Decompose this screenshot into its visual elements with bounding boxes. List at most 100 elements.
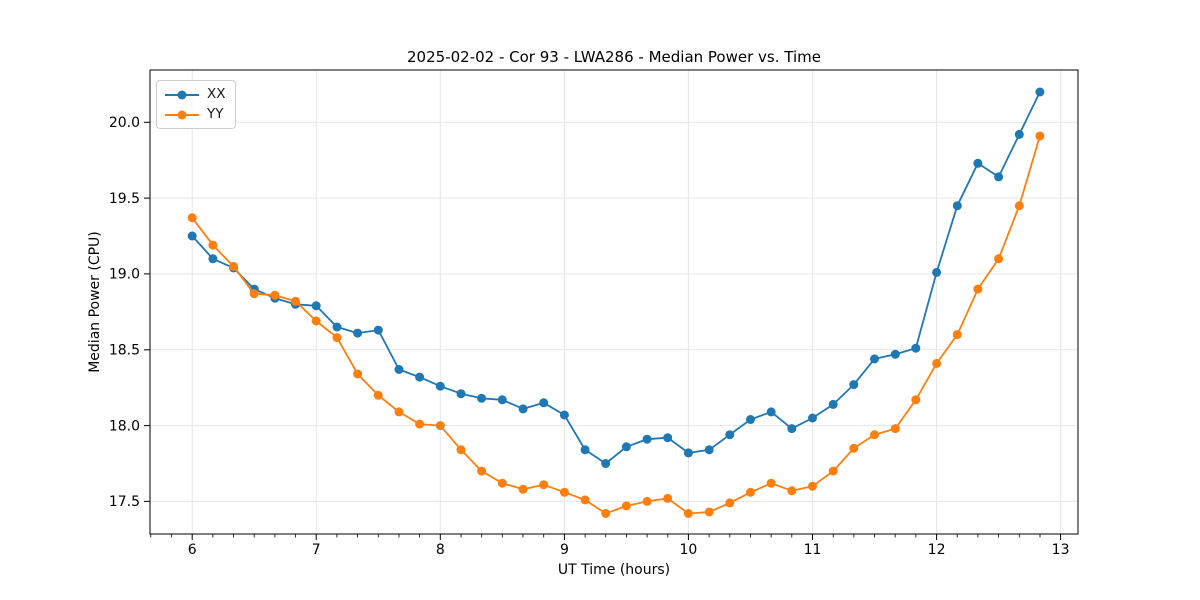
svg-text:9: 9	[560, 542, 569, 558]
data-point	[415, 419, 425, 429]
svg-text:12: 12	[928, 542, 946, 558]
data-point	[890, 349, 900, 359]
data-point	[932, 358, 942, 368]
svg-text:7: 7	[312, 542, 321, 558]
data-point	[973, 284, 983, 294]
data-point	[477, 466, 487, 476]
data-point	[849, 443, 859, 453]
data-point	[518, 404, 528, 414]
data-point	[1014, 129, 1024, 139]
svg-text:17.5: 17.5	[109, 494, 140, 510]
data-point	[601, 459, 611, 468]
data-point	[766, 407, 776, 417]
data-point	[1035, 131, 1045, 141]
data-point	[497, 395, 507, 405]
y-tick-labels: 17.5 18.0 18.5 19.0 19.5 20.0	[109, 115, 140, 510]
data-point	[663, 493, 673, 503]
data-point	[477, 393, 487, 403]
legend-label-yy: YY	[207, 106, 224, 122]
legend-label-xx: XX	[207, 86, 226, 102]
data-point	[642, 496, 652, 506]
series-XX	[187, 87, 1045, 468]
data-point	[1035, 87, 1045, 97]
data-point	[725, 430, 735, 440]
data-point	[332, 322, 342, 332]
data-point	[828, 399, 838, 409]
data-point	[518, 484, 528, 494]
data-point	[952, 330, 962, 340]
svg-text:13: 13	[1052, 542, 1070, 558]
data-point	[415, 372, 425, 382]
svg-text:19.0: 19.0	[109, 267, 140, 283]
axes-spines	[149, 69, 1079, 535]
svg-text:10: 10	[679, 542, 697, 558]
data-point	[828, 466, 838, 476]
data-point	[187, 231, 197, 241]
data-point	[311, 301, 321, 311]
svg-text:18.5: 18.5	[109, 343, 140, 359]
data-point	[911, 395, 921, 405]
y-axis-ticks	[144, 121, 150, 502]
data-point	[435, 381, 445, 391]
data-point	[559, 410, 569, 420]
data-point	[808, 481, 817, 491]
data-point	[291, 296, 300, 306]
x-axis-ticks	[191, 534, 1062, 540]
data-point	[994, 172, 1004, 182]
data-point	[601, 509, 611, 518]
data-point	[870, 430, 879, 440]
data-point	[497, 478, 507, 488]
data-point	[766, 478, 776, 488]
data-point	[787, 486, 797, 496]
data-point	[539, 480, 549, 490]
data-point	[435, 421, 445, 431]
svg-text:8: 8	[436, 542, 445, 558]
data-point	[704, 507, 714, 517]
data-point	[580, 495, 590, 505]
data-point	[683, 448, 693, 458]
data-point	[870, 354, 879, 364]
data-point	[725, 498, 735, 508]
legend-item-yy: YY	[164, 105, 226, 124]
svg-text:6: 6	[188, 542, 197, 558]
data-point	[808, 413, 817, 423]
svg-text:20.0: 20.0	[109, 115, 140, 131]
legend: XX YY	[156, 80, 236, 129]
svg-text:18.0: 18.0	[109, 418, 140, 434]
legend-line-marker-icon	[165, 90, 199, 99]
data-point	[353, 369, 363, 379]
data-point	[973, 158, 983, 168]
data-point	[663, 433, 673, 443]
data-point	[621, 501, 631, 511]
svg-text:19.5: 19.5	[109, 191, 140, 207]
data-point	[332, 333, 342, 343]
legend-line-marker-icon	[165, 110, 199, 119]
data-point	[208, 254, 218, 264]
x-tick-labels: 6 7 8 9 10 11 12 13	[188, 542, 1070, 558]
data-point	[394, 407, 404, 417]
grid-lines	[150, 70, 1078, 534]
data-point	[394, 365, 404, 374]
data-point	[539, 398, 549, 408]
data-point	[621, 442, 631, 452]
data-point	[353, 328, 363, 338]
data-point	[187, 213, 197, 223]
data-point	[932, 267, 942, 277]
data-point	[746, 415, 755, 424]
data-point	[456, 445, 466, 455]
data-point	[311, 316, 321, 326]
data-point	[994, 254, 1004, 264]
series-YY	[187, 131, 1045, 518]
legend-item-xx: XX	[164, 85, 226, 104]
data-point	[229, 261, 238, 271]
data-point	[890, 424, 900, 434]
data-point	[642, 434, 652, 444]
x-axis-minor-ticks	[150, 534, 1041, 538]
data-point	[911, 343, 921, 353]
data-point	[208, 240, 218, 250]
data-point	[270, 290, 280, 300]
data-point	[559, 487, 569, 497]
data-point	[849, 380, 859, 390]
data-point	[952, 201, 962, 211]
